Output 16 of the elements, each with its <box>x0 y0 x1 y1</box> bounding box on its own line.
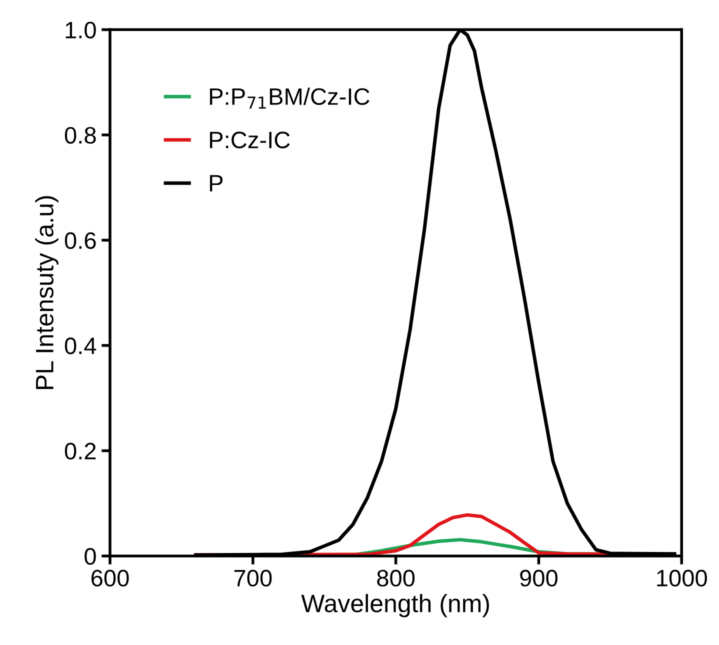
x-tick-label: 700 <box>234 570 272 587</box>
y-axis-title: PL Intensuty (a.u) <box>35 196 58 389</box>
legend-label: P:Cz-IC <box>210 132 290 148</box>
y-tick-label: 0.4 <box>64 338 96 354</box>
x-tick-label: 1000 <box>657 570 707 587</box>
x-tick-label: 800 <box>377 570 415 587</box>
x-tick-label: 600 <box>92 570 129 587</box>
legend-label: P <box>210 175 223 192</box>
x-axis-title: Wavelength (nm) <box>301 594 489 618</box>
y-tick-label: 0 <box>84 548 96 565</box>
y-tick-label: 0.6 <box>64 232 96 249</box>
y-tick-label: 0.2 <box>64 442 96 460</box>
y-tick-label: 1.0 <box>66 22 96 38</box>
legend-label: P:P$_{71}$BM/Cz-IC <box>210 88 370 109</box>
x-tick-label: 900 <box>520 570 558 587</box>
y-tick-label: 0.8 <box>64 127 96 144</box>
